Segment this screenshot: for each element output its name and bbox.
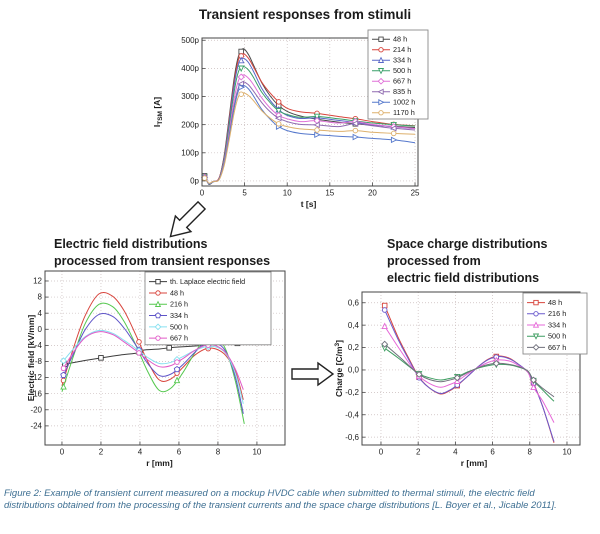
svg-text:20: 20: [368, 189, 377, 198]
figure-caption: Figure 2: Example of transient current m…: [4, 488, 557, 512]
svg-text:334 h: 334 h: [393, 56, 411, 65]
svg-text:0: 0: [200, 189, 205, 198]
svg-text:6: 6: [490, 448, 495, 457]
svg-text:500 h: 500 h: [548, 332, 566, 341]
svg-text:0: 0: [60, 448, 65, 457]
svg-text:48 h: 48 h: [548, 298, 562, 307]
svg-text:2: 2: [99, 448, 104, 457]
svg-text:25: 25: [411, 189, 420, 198]
efield-chart: 0 2 4 6 8 10 12 8 4 0 -4 -8 -12 -16 -20 -24 r [mm] Electr…: [26, 270, 286, 468]
svg-text:500 h: 500 h: [170, 322, 188, 331]
axes: 0 5 10 15 20 25 0p 100p 200p 300p 400p 500p: [181, 36, 420, 198]
y-axis-label: ITSM [A]: [152, 97, 164, 127]
svg-text:500p: 500p: [181, 36, 199, 45]
svg-text:400p: 400p: [181, 64, 199, 73]
charge-title-line1: Space charge distributions: [387, 237, 548, 251]
svg-text:48 h: 48 h: [170, 288, 184, 297]
svg-text:200p: 200p: [181, 120, 199, 129]
svg-text:1170 h: 1170 h: [393, 108, 415, 117]
svg-text:0p: 0p: [190, 177, 199, 186]
svg-text:th. Laplace electric field: th. Laplace electric field: [170, 277, 245, 286]
y-axis-label: Charge [C/m3]: [334, 340, 344, 397]
svg-text:334 h: 334 h: [548, 320, 566, 329]
transient-chart-title: Transient responses from stimuli: [198, 7, 412, 22]
svg-text:12: 12: [33, 277, 42, 286]
svg-text:10: 10: [252, 448, 261, 457]
efield-title-line2: processed from transient responses: [54, 254, 271, 268]
svg-text:214 h: 214 h: [393, 45, 411, 54]
svg-text:334 h: 334 h: [170, 311, 188, 320]
efield-chart-title: Electric field distributions processed f…: [54, 236, 270, 270]
svg-text:-8: -8: [35, 357, 43, 366]
svg-text:0: 0: [379, 448, 384, 457]
svg-text:1002 h: 1002 h: [393, 98, 415, 107]
y-axis-label: Electric field [kV/mm]: [26, 315, 36, 402]
svg-text:835 h: 835 h: [393, 87, 411, 96]
svg-text:0,0: 0,0: [348, 366, 360, 375]
svg-text:5: 5: [242, 189, 247, 198]
svg-text:4: 4: [453, 448, 458, 457]
svg-text:-0,2: -0,2: [345, 388, 359, 397]
svg-text:0,4: 0,4: [348, 321, 360, 330]
svg-text:-16: -16: [30, 389, 42, 398]
svg-text:6: 6: [177, 448, 182, 457]
svg-text:100p: 100p: [181, 148, 199, 157]
legend: 48 h 216 h 334 h 500 h 667 h: [522, 292, 588, 355]
svg-text:2: 2: [416, 448, 421, 457]
svg-text:10: 10: [283, 189, 292, 198]
svg-text:667 h: 667 h: [548, 343, 566, 352]
svg-text:216 h: 216 h: [548, 309, 566, 318]
efield-title-line1: Electric field distributions: [54, 237, 208, 251]
x-axis-label: t [s]: [301, 199, 317, 209]
svg-text:667 h: 667 h: [393, 77, 411, 86]
flow-arrow-right-icon: [291, 361, 335, 387]
axes: 0 2 4 6 8 10 12 8 4 0 -4 -8 -12 -16 -20 -24: [30, 270, 286, 457]
svg-text:-0,6: -0,6: [345, 433, 359, 442]
svg-text:-20: -20: [30, 405, 42, 414]
svg-text:48 h: 48 h: [393, 35, 407, 44]
svg-text:-0,4: -0,4: [345, 410, 359, 419]
charge-chart-title: Space charge distributions processed fro…: [387, 236, 547, 287]
svg-text:-4: -4: [35, 341, 43, 350]
svg-text:500 h: 500 h: [393, 66, 411, 75]
svg-text:15: 15: [325, 189, 334, 198]
svg-text:216 h: 216 h: [170, 300, 188, 309]
series-667-h: [381, 340, 555, 398]
svg-text:667 h: 667 h: [170, 334, 188, 343]
svg-text:300p: 300p: [181, 92, 199, 101]
svg-text:-12: -12: [30, 373, 42, 382]
svg-text:10: 10: [563, 448, 572, 457]
flow-arrow-down-left-icon: [169, 200, 207, 238]
charge-chart: 0 2 4 6 8 10 0,6 0,4 0,2 0,0 -0,2 -0,4 -0,6 r [mm] Cha…: [334, 291, 588, 468]
svg-text:0: 0: [38, 325, 43, 334]
svg-text:8: 8: [528, 448, 533, 457]
svg-text:8: 8: [38, 293, 43, 302]
x-axis-label: r [mm]: [146, 458, 173, 468]
axes: 0 2 4 6 8 10 0,6 0,4 0,2 0,0 -0,2 -0,4 -0,6: [345, 291, 581, 457]
charge-title-line3: electric field distributions: [387, 271, 540, 285]
svg-text:8: 8: [216, 448, 221, 457]
svg-text:-24: -24: [30, 421, 42, 430]
svg-text:0,2: 0,2: [348, 343, 360, 352]
x-axis-label: r [mm]: [461, 458, 488, 468]
transient-chart: 0 5 10 15 20 25 0p 100p 200p 300p 400p 500p t [s] ITS…: [152, 29, 429, 209]
charge-title-line2: processed from: [387, 254, 481, 268]
svg-text:4: 4: [138, 448, 143, 457]
svg-text:4: 4: [38, 309, 43, 318]
svg-text:0,6: 0,6: [348, 298, 360, 307]
legend: th. Laplace electric field 48 h 216 h 334 h…: [144, 271, 272, 346]
